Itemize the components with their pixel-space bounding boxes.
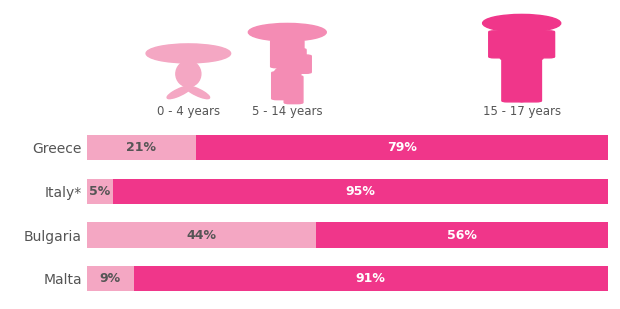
FancyBboxPatch shape (531, 31, 554, 58)
Circle shape (146, 44, 231, 63)
Circle shape (249, 23, 326, 41)
FancyBboxPatch shape (291, 49, 306, 70)
Ellipse shape (167, 86, 192, 99)
FancyBboxPatch shape (272, 72, 290, 99)
Bar (316, 222, 608, 248)
Text: 91%: 91% (356, 272, 386, 285)
Text: 5%: 5% (89, 185, 110, 198)
Circle shape (482, 15, 560, 32)
Text: 44%: 44% (187, 229, 216, 242)
Ellipse shape (185, 86, 210, 99)
Ellipse shape (274, 66, 301, 83)
FancyBboxPatch shape (519, 56, 541, 102)
Bar (134, 266, 608, 291)
Ellipse shape (176, 61, 201, 87)
FancyBboxPatch shape (502, 56, 525, 102)
Text: 21%: 21% (126, 141, 156, 154)
FancyBboxPatch shape (489, 31, 512, 58)
Text: 56%: 56% (447, 229, 477, 242)
Bar (87, 135, 196, 160)
Text: 95%: 95% (345, 185, 375, 198)
Bar (87, 179, 113, 204)
FancyBboxPatch shape (284, 76, 303, 104)
Text: 0 - 4 years: 0 - 4 years (157, 105, 220, 118)
Bar (113, 179, 608, 204)
Text: 5 - 14 years: 5 - 14 years (252, 105, 322, 118)
Bar (196, 135, 608, 160)
Text: 79%: 79% (387, 141, 417, 154)
Text: 9%: 9% (100, 272, 121, 285)
Text: 15 - 17 years: 15 - 17 years (482, 105, 560, 118)
Bar (87, 222, 316, 248)
FancyBboxPatch shape (271, 40, 304, 68)
FancyBboxPatch shape (293, 55, 311, 73)
FancyBboxPatch shape (500, 27, 543, 60)
Bar (87, 266, 134, 291)
